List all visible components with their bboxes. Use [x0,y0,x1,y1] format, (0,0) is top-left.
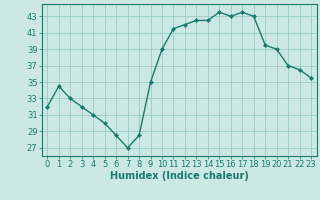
X-axis label: Humidex (Indice chaleur): Humidex (Indice chaleur) [110,171,249,181]
